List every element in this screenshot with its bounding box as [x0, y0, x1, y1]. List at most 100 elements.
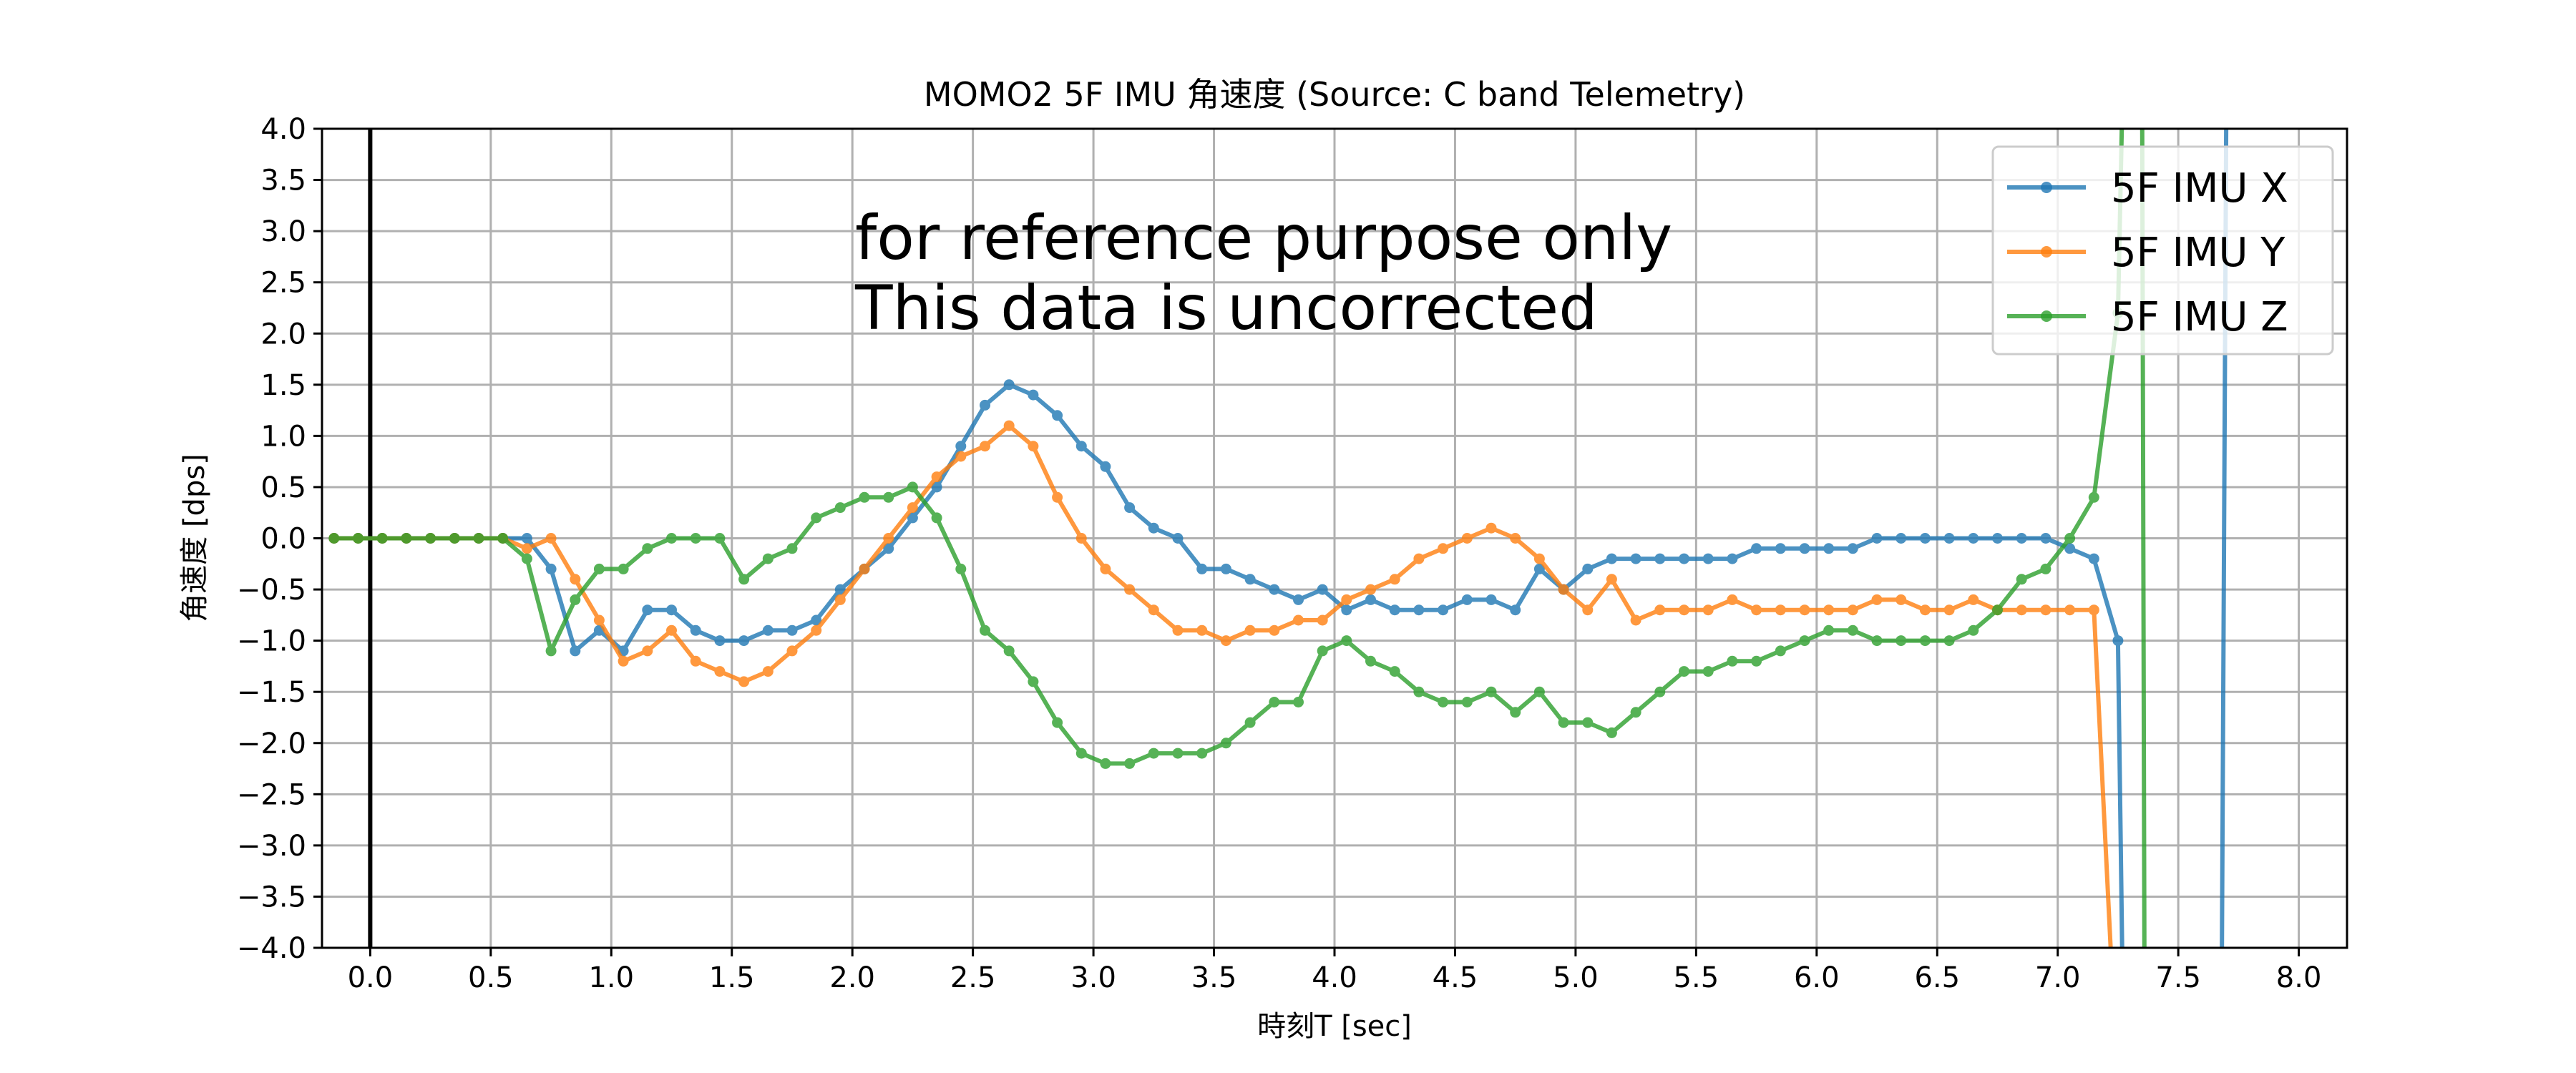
data-point [666, 624, 677, 636]
data-point [1100, 563, 1111, 574]
data-point [859, 491, 870, 503]
data-point [1919, 604, 1931, 616]
x-axis-label: 時刻T [sec] [1257, 1010, 1412, 1043]
data-point [1871, 635, 1883, 647]
data-point [1317, 584, 1328, 595]
data-point [1365, 655, 1376, 667]
data-point [786, 543, 798, 554]
data-point [762, 666, 774, 677]
data-point [1269, 697, 1280, 707]
data-point [545, 645, 557, 657]
data-point [545, 563, 557, 574]
data-point [1244, 717, 1256, 728]
data-point [353, 533, 364, 544]
data-point [1727, 553, 1738, 564]
y-tick-label: 1.0 [260, 420, 306, 453]
data-point [1389, 574, 1400, 585]
y-tick-label: 1.5 [260, 369, 306, 402]
data-point [2112, 635, 2124, 647]
data-point [1896, 594, 1907, 605]
y-tick-label: 4.0 [260, 113, 306, 146]
data-point [1606, 553, 1617, 564]
data-point [1341, 604, 1352, 616]
legend-swatch-marker [2041, 182, 2052, 193]
series-2 [328, 420, 2113, 948]
data-point [1148, 604, 1159, 616]
data-point [980, 441, 990, 452]
data-point [931, 481, 942, 493]
data-point [1702, 604, 1714, 616]
data-point [1100, 461, 1111, 472]
data-point [690, 624, 701, 636]
data-point [1775, 604, 1786, 616]
data-point [1943, 533, 1955, 544]
data-point [1823, 604, 1835, 616]
data-point [1075, 748, 1087, 759]
data-point [1679, 553, 1689, 564]
data-point [883, 533, 894, 544]
data-point [762, 624, 774, 636]
data-point [1100, 758, 1111, 769]
data-point [1028, 676, 1039, 687]
data-point [1847, 543, 1858, 554]
data-point [2040, 604, 2051, 616]
data-point [1438, 543, 1449, 554]
legend-label: 5F IMU Y [2111, 230, 2285, 276]
data-point [1630, 707, 1641, 718]
data-point [2064, 533, 2076, 544]
data-point [1196, 624, 1208, 636]
data-point [1558, 717, 1569, 728]
x-tick-label: 1.5 [709, 961, 755, 994]
data-point [1052, 717, 1063, 728]
data-point [666, 604, 677, 616]
data-point [1052, 491, 1063, 503]
data-point [907, 502, 918, 514]
y-tick-label: −0.5 [237, 574, 306, 607]
data-point [1244, 624, 1256, 636]
y-axis-label: 角速度 [dps] [178, 454, 211, 622]
data-point [883, 491, 894, 503]
x-tick-label: 7.5 [2155, 961, 2201, 994]
data-point [2016, 604, 2027, 616]
data-point [425, 533, 436, 544]
data-point [690, 655, 701, 667]
data-point [2064, 543, 2076, 554]
data-point [1654, 553, 1666, 564]
series-tail-line [2115, 129, 2229, 948]
data-point [1075, 533, 1087, 544]
data-point [328, 533, 340, 544]
data-point [1220, 563, 1231, 574]
data-point [1630, 614, 1641, 626]
data-point [2088, 491, 2099, 503]
chart-title: MOMO2 5F IMU 角速度 (Source: C band Telemet… [924, 75, 1745, 114]
data-point [1413, 686, 1425, 697]
data-point [714, 533, 726, 544]
data-point [1510, 533, 1521, 544]
data-point [1727, 655, 1738, 667]
data-point [786, 645, 798, 657]
data-point [401, 533, 412, 544]
data-point [618, 655, 629, 667]
data-point [1679, 604, 1689, 616]
data-point [907, 481, 918, 493]
y-tick-label: −3.0 [237, 830, 306, 863]
data-point [1606, 727, 1617, 738]
x-tick-label: 6.0 [1794, 961, 1840, 994]
data-point [931, 512, 942, 524]
data-point [521, 533, 532, 544]
legend-label: 5F IMU Z [2111, 294, 2288, 340]
data-point [1968, 594, 1979, 605]
x-tick-label: 5.5 [1674, 961, 1719, 994]
data-point [1341, 635, 1352, 647]
data-point [570, 645, 581, 657]
data-point [1172, 533, 1184, 544]
data-point [1244, 574, 1256, 585]
data-point [1919, 533, 1931, 544]
data-point [1148, 748, 1159, 759]
data-point [1775, 543, 1786, 554]
data-point [1943, 635, 1955, 647]
data-point [1847, 624, 1858, 636]
series-lines [328, 129, 2229, 948]
y-tick-label: −1.5 [237, 676, 306, 709]
